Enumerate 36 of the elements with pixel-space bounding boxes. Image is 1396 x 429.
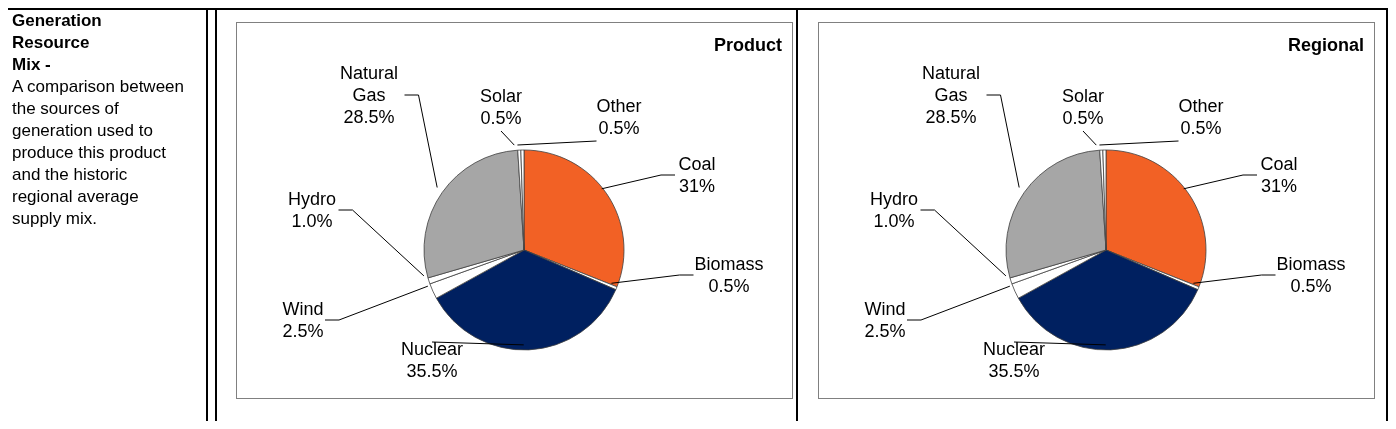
slice-label: Wind: [282, 299, 324, 319]
slice-label: Other: [1178, 96, 1224, 116]
data-label: 35.5%: [988, 361, 1040, 381]
data-label: 0.5%: [1180, 118, 1222, 138]
slice-label: Wind: [864, 299, 906, 319]
data-label: 0.5%: [598, 118, 640, 138]
data-label: 31%: [678, 176, 716, 196]
chart-title: Regional: [1287, 35, 1364, 55]
data-label: 0.5%: [1062, 108, 1104, 128]
data-label: 0.5%: [708, 276, 750, 296]
slice-label: Nuclear: [400, 339, 464, 359]
slice-label: Solar: [479, 86, 523, 106]
data-label: 0.5%: [1290, 276, 1332, 296]
data-label: 2.5%: [864, 321, 906, 341]
slice-label: Hydro: [869, 189, 919, 209]
slice-label: Biomass: [694, 254, 764, 274]
data-label: 35.5%: [406, 361, 458, 381]
chart-title: Product: [713, 35, 782, 55]
slice-label: Natural Gas: [921, 63, 981, 105]
data-label: 1.0%: [291, 211, 333, 231]
data-label: 28.5%: [343, 107, 395, 127]
data-label: 1.0%: [873, 211, 915, 231]
text: Generation Resource Mix -: [12, 10, 103, 76]
data-label: 31%: [1260, 176, 1298, 196]
slice-label: Hydro: [287, 189, 337, 209]
slice-label: Biomass: [1276, 254, 1346, 274]
slice-label: Solar: [1061, 86, 1105, 106]
slice-label: Nuclear: [982, 339, 1046, 359]
slice-label: Other: [596, 96, 642, 116]
slice-label: Coal: [678, 154, 716, 174]
data-label: 0.5%: [480, 108, 522, 128]
slice-label: Coal: [1260, 154, 1298, 174]
data-label: 2.5%: [282, 321, 324, 341]
data-label: 28.5%: [925, 107, 977, 127]
slice-label: Natural Gas: [339, 63, 399, 105]
text: A comparison between the sources of generation used to produce this product and the historic regional average supply mix.: [12, 76, 185, 230]
